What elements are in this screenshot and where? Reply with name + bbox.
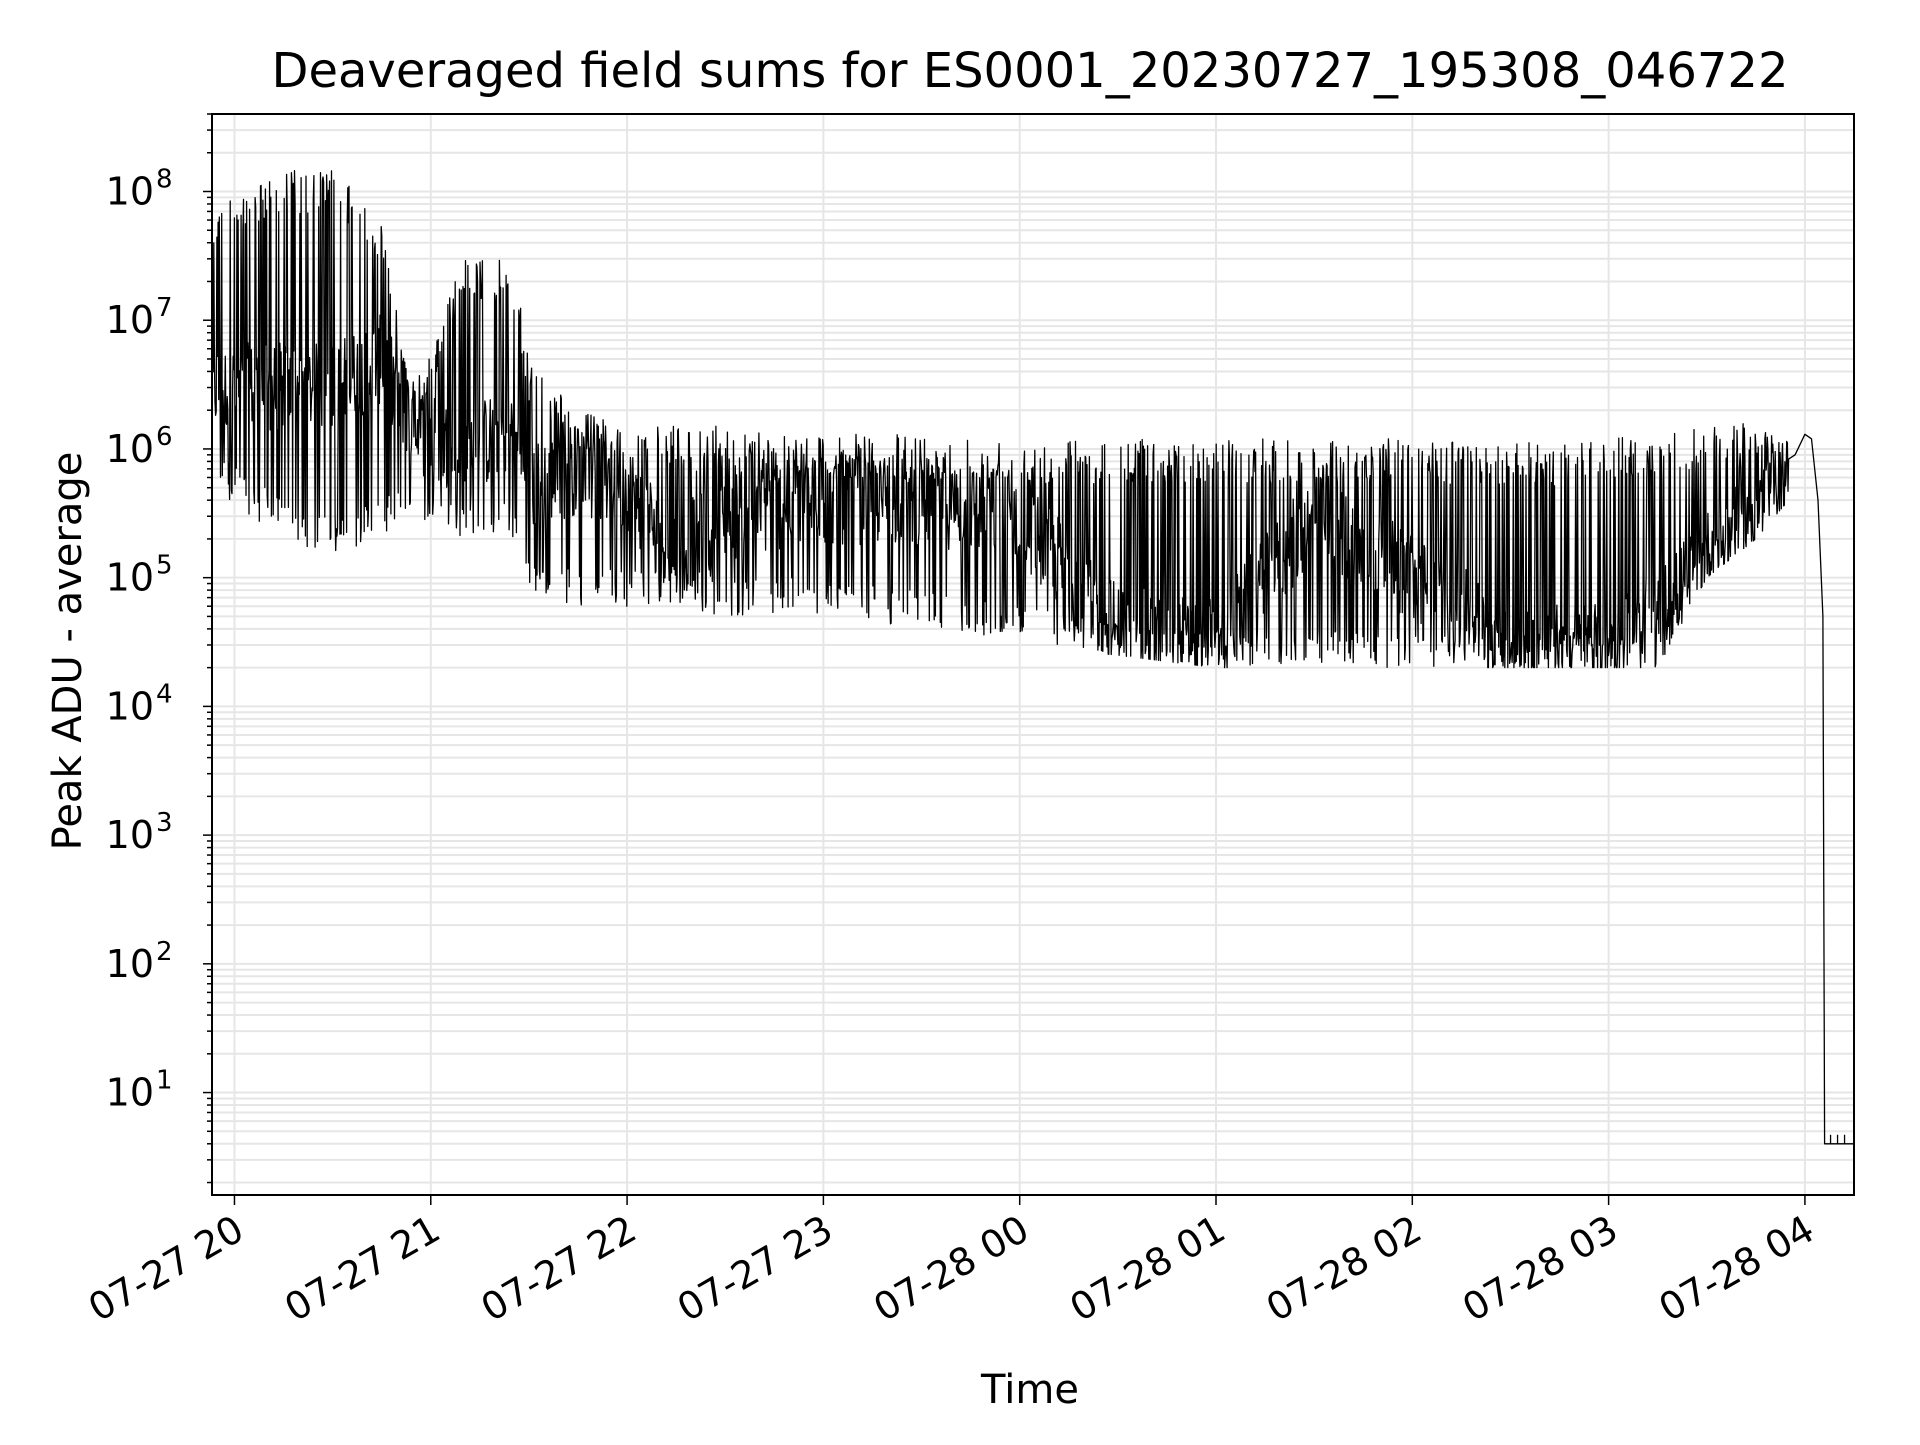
data-series-line (211, 170, 1854, 1145)
x-tick-label: 07-28 04 (1651, 1207, 1821, 1331)
chart-title: Deaveraged field sums for ES0001_2023072… (272, 43, 1789, 99)
y-tick-label: 10 (106, 813, 154, 857)
x-tick-label: 07-28 03 (1455, 1207, 1625, 1331)
y-tick-label-exponent: 1 (156, 1066, 173, 1096)
axes-frame (211, 113, 1855, 1196)
x-tick-label: 07-28 01 (1063, 1207, 1233, 1331)
x-tick-label: 07-28 00 (866, 1207, 1036, 1331)
y-tick-label-exponent: 8 (156, 164, 173, 194)
y-tick-label: 10 (106, 684, 154, 728)
x-tick-label: 07-27 21 (277, 1207, 447, 1331)
y-tick-label-exponent: 5 (156, 551, 173, 581)
x-tick-label: 07-28 02 (1259, 1207, 1429, 1331)
y-tick-label-exponent: 6 (156, 422, 173, 452)
y-tick-label-exponent: 4 (156, 679, 173, 709)
plot-area (211, 170, 1854, 1145)
y-tick-label: 10 (106, 169, 154, 213)
y-tick-label: 10 (106, 1071, 154, 1115)
x-tick-label: 07-27 23 (670, 1207, 840, 1331)
y-axis-label: Peak ADU - average (45, 452, 91, 851)
y-tick-label-exponent: 7 (156, 293, 173, 323)
x-axis: 07-27 20 07-27 21 07-27 22 07-27 23 07-28 00… (81, 1195, 1821, 1330)
y-tick-label: 10 (106, 556, 154, 600)
x-axis-label: Time (980, 1367, 1079, 1413)
y-tick-label-exponent: 2 (156, 937, 173, 967)
y-tick-label: 10 (106, 427, 154, 471)
x-tick-label: 07-27 20 (81, 1207, 251, 1331)
y-tick-label-exponent: 3 (156, 808, 173, 838)
y-tick-label: 10 (106, 298, 154, 342)
y-tick-label: 10 (106, 942, 154, 986)
x-tick-label: 07-27 22 (474, 1207, 644, 1331)
